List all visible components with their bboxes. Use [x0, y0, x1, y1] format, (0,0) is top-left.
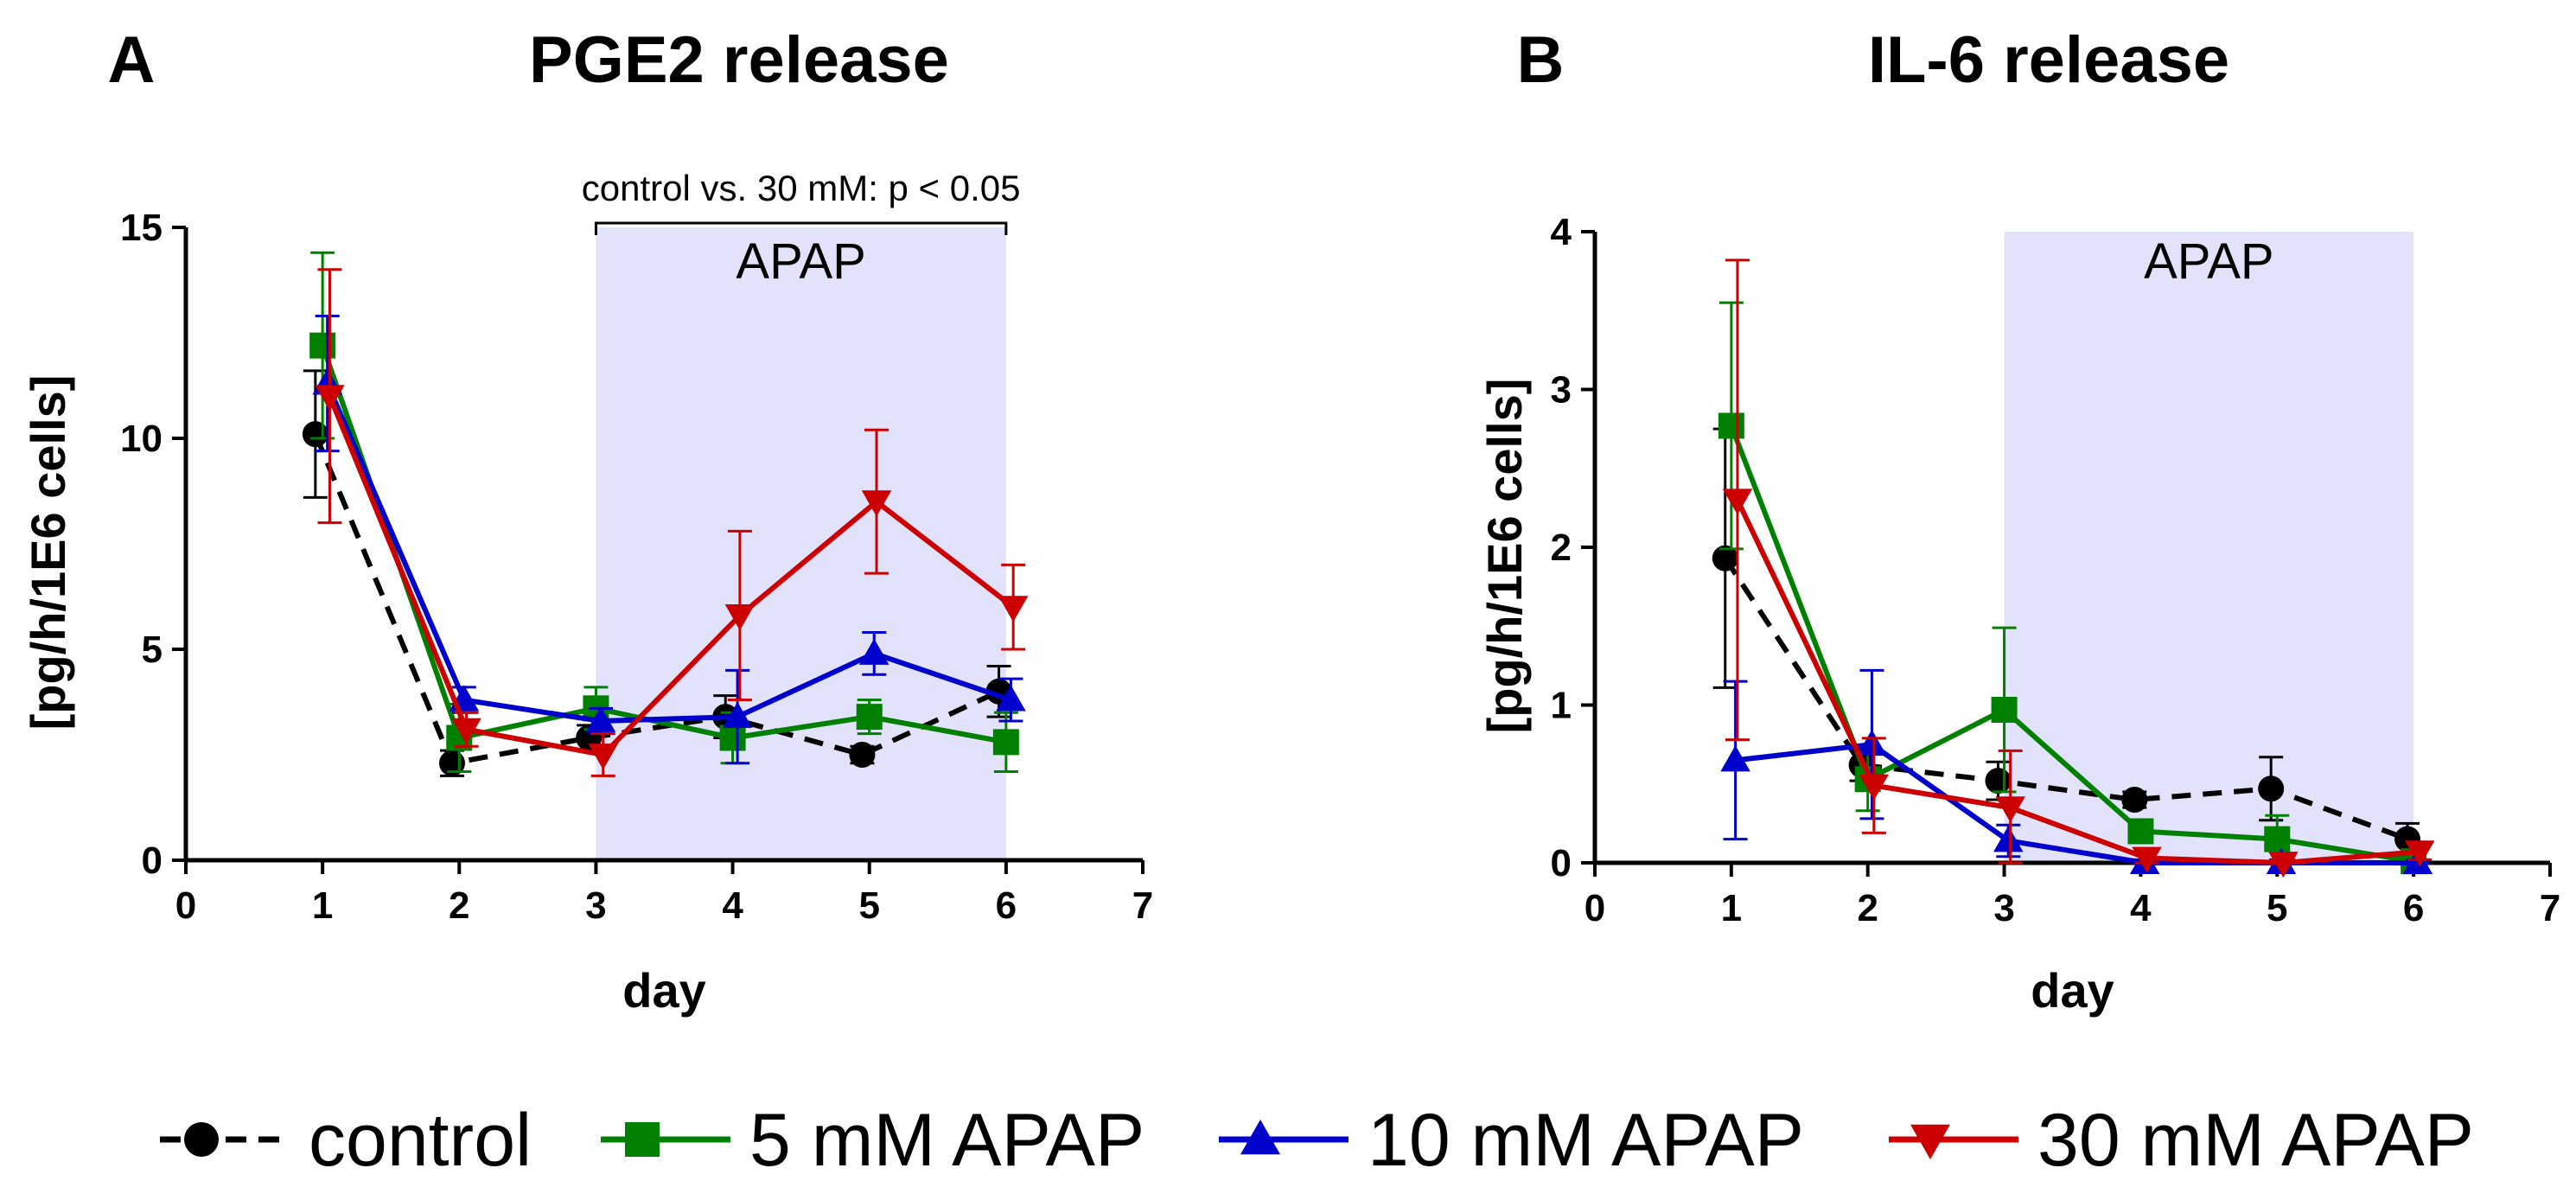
x-tick-label: 6 — [996, 884, 1017, 927]
legend-marker — [184, 1122, 219, 1157]
data-point — [2258, 776, 2285, 802]
x-tick-label: 0 — [175, 884, 196, 927]
data-point — [992, 729, 1019, 756]
panel-a: APAP A PGE2 release 0 1 2 3 4 5 6 7 0 5 10 15 day [pg/h/… — [21, 23, 1153, 1018]
data-point — [996, 685, 1026, 712]
chart-title: IL-6 release — [1868, 23, 2229, 97]
chart-title: PGE2 release — [529, 23, 949, 97]
data-point — [722, 701, 753, 729]
y-tick-label: 1 — [1551, 685, 1572, 727]
panel-b: APAP B IL-6 release 0 1 2 3 4 5 6 7 0 1 2 3 4 day [pg/h/1… — [1477, 23, 2560, 1018]
y-tick-label: 2 — [1551, 527, 1572, 569]
y-axis-label: [pg/h/1E6 cells] — [1477, 379, 1532, 734]
series-line — [320, 344, 1007, 745]
series-2 — [309, 251, 1019, 774]
data-point — [719, 724, 746, 751]
series-4 — [1722, 259, 2435, 878]
apap-region-label: APAP — [2144, 233, 2273, 290]
data-point — [1718, 412, 1744, 439]
data-point — [451, 718, 481, 744]
data-point — [849, 742, 876, 768]
x-tick-label: 6 — [2403, 887, 2424, 929]
y-tick-label: 10 — [120, 418, 163, 460]
data-point — [1995, 796, 2025, 823]
apap-shaded-region — [596, 227, 1006, 860]
significance-annotation: control vs. 30 mM: p < 0.05 — [582, 168, 1021, 208]
legend-label: control — [309, 1099, 532, 1182]
legend-marker — [1240, 1120, 1280, 1155]
apap-shaded-region — [2004, 232, 2414, 863]
panel-letter: A — [108, 23, 156, 97]
y-tick-label: 3 — [1551, 369, 1572, 412]
data-point — [998, 596, 1029, 622]
y-axis-label: [pg/h/1E6 cells] — [21, 375, 75, 731]
data-point — [2268, 852, 2299, 878]
data-point — [309, 332, 336, 359]
data-point — [2121, 787, 2148, 813]
y-tick-label: 15 — [120, 207, 163, 249]
data-point — [2132, 846, 2162, 873]
data-point — [1712, 545, 1738, 571]
x-tick-label: 4 — [2130, 887, 2152, 929]
data-point — [1993, 826, 2024, 852]
significance-bracket — [594, 221, 1008, 235]
series-line — [327, 395, 1015, 758]
x-tick-label: 3 — [585, 884, 606, 927]
legend-label: 30 mM APAP — [2037, 1099, 2474, 1182]
series-line — [1723, 557, 2409, 842]
legend: control 5 mM APAP 10 mM APAP 30 mM APAP — [160, 1099, 2474, 1182]
data-point — [302, 421, 328, 448]
data-point — [585, 705, 616, 732]
data-point — [2264, 826, 2291, 852]
data-point — [861, 490, 892, 517]
data-point — [858, 638, 889, 665]
x-tick-label: 2 — [1857, 887, 1878, 929]
legend-label: 5 mM APAP — [749, 1099, 1145, 1182]
x-tick-label: 5 — [2267, 887, 2287, 929]
y-tick-label: 4 — [1551, 211, 1572, 253]
x-tick-label: 5 — [858, 884, 879, 927]
series-line — [313, 432, 1000, 767]
panel-letter: B — [1517, 23, 1565, 97]
x-axis-label: day — [2031, 963, 2114, 1018]
legend-marker — [625, 1122, 660, 1157]
data-point — [1720, 745, 1750, 772]
series-4 — [315, 268, 1029, 777]
data-point — [315, 385, 345, 412]
legend-marker — [1910, 1124, 1950, 1159]
series-3 — [312, 314, 1026, 765]
x-tick-label: 7 — [1132, 884, 1153, 927]
y-tick-label: 0 — [1551, 842, 1572, 884]
x-tick-label: 1 — [1721, 887, 1742, 929]
data-point — [1991, 696, 2018, 723]
x-tick-label: 3 — [1993, 887, 2014, 929]
data-point — [2127, 818, 2154, 845]
series-line — [1735, 498, 2420, 866]
apap-region-label: APAP — [736, 233, 865, 290]
data-point — [724, 604, 756, 631]
x-axis-label: day — [622, 963, 706, 1018]
x-tick-label: 0 — [1584, 887, 1605, 929]
y-tick-label: 5 — [142, 629, 163, 671]
legend-label: 10 mM APAP — [1368, 1099, 1804, 1182]
x-tick-label: 1 — [312, 884, 333, 927]
x-tick-label: 7 — [2540, 887, 2560, 929]
data-point — [1859, 774, 1890, 801]
data-point — [2404, 840, 2435, 867]
data-point — [588, 744, 618, 770]
x-tick-label: 4 — [722, 884, 743, 927]
data-point — [1985, 768, 2012, 795]
x-tick-label: 2 — [449, 884, 469, 927]
data-point — [856, 704, 883, 731]
y-tick-label: 0 — [142, 839, 163, 882]
data-point — [1857, 729, 1887, 756]
series-line — [324, 382, 1012, 724]
data-point — [1722, 488, 1753, 515]
